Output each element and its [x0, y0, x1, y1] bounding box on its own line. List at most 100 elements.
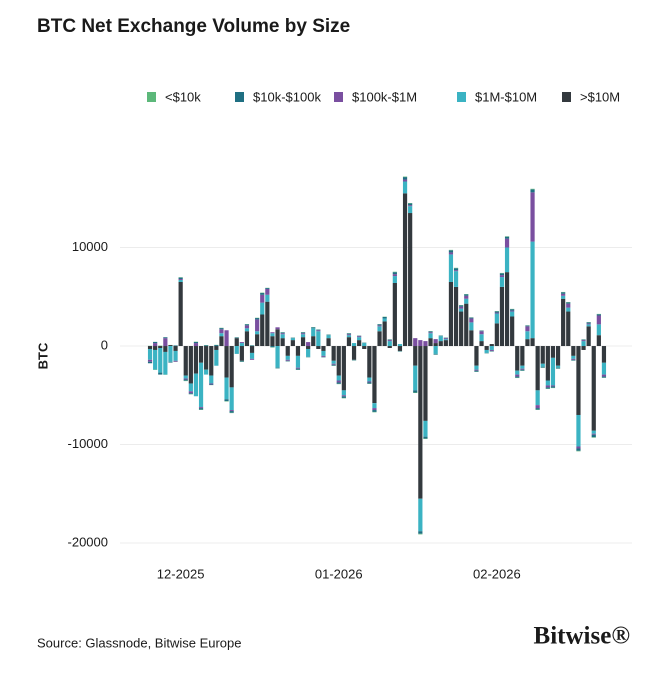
bar-segment	[464, 299, 468, 304]
bar-segment	[454, 268, 458, 270]
bar-segment	[352, 346, 356, 360]
bar-segment	[367, 346, 371, 378]
bar-segment	[153, 343, 157, 346]
bar-segment	[189, 391, 193, 393]
bar-segment	[525, 326, 529, 327]
bar-segment	[383, 321, 387, 346]
bar-segment	[449, 282, 453, 346]
bar-segment	[423, 437, 427, 439]
bar-segment	[418, 499, 422, 532]
bar-segment	[173, 351, 177, 361]
bar-segment	[449, 254, 453, 282]
bar-segment	[179, 282, 183, 346]
bar-segment	[321, 356, 325, 357]
bar-segment	[474, 366, 478, 370]
bar-segment	[556, 366, 560, 368]
legend-label: $10k-$100k	[253, 89, 321, 104]
bar-segment	[520, 370, 524, 371]
bar-segment	[173, 346, 177, 351]
bar-segment	[352, 343, 356, 346]
bar-segment	[525, 326, 529, 331]
bar-segment	[408, 213, 412, 346]
bar-segment	[209, 383, 213, 384]
bar-segment	[337, 346, 341, 376]
bar-segment	[541, 364, 545, 367]
bar-segment	[454, 287, 458, 346]
bar-segment	[587, 323, 591, 324]
bar-segment	[581, 346, 585, 350]
bar-segment	[449, 252, 453, 254]
bar-segment	[485, 350, 489, 353]
bar-segment	[439, 341, 443, 346]
bar-segment	[551, 386, 555, 387]
bar-segment	[566, 302, 570, 303]
bar-segment	[377, 324, 381, 325]
bar-segment	[418, 534, 422, 535]
bar-segment	[230, 410, 234, 411]
bar-segment	[240, 346, 244, 361]
bar-segment	[301, 334, 305, 337]
bar-segment	[347, 334, 351, 335]
bar-segment	[561, 292, 565, 294]
x-tick-label: 01-2026	[315, 566, 363, 581]
bar-segment	[219, 333, 223, 336]
bar-segment	[439, 336, 443, 337]
bar-segment	[388, 340, 392, 341]
bar-segment	[561, 296, 565, 299]
bar-segment	[342, 396, 346, 398]
bar-segment	[515, 375, 519, 377]
bar-segment	[530, 242, 534, 339]
bar-segment	[469, 318, 473, 322]
bar-segment	[275, 346, 279, 368]
bar-segment	[403, 180, 407, 182]
bar-segment	[602, 346, 606, 363]
bar-segment	[199, 407, 203, 408]
bar-segment	[474, 371, 478, 372]
bar-segment	[413, 346, 417, 366]
bar-segment	[240, 343, 244, 346]
bar-segment	[214, 350, 218, 366]
bar-segment	[383, 317, 387, 318]
bar-segment	[184, 346, 188, 376]
bar-segment	[286, 361, 290, 362]
legend-label: <$10k	[165, 89, 201, 104]
bar-segment	[434, 339, 438, 343]
bar-segment	[240, 342, 244, 343]
bar-segment	[296, 346, 300, 356]
legend-swatch	[235, 92, 244, 102]
bar-segment	[168, 346, 172, 362]
bar-segment	[602, 377, 606, 378]
bar-segment	[316, 330, 320, 331]
bar-segment	[495, 311, 499, 312]
bar-segment	[306, 346, 310, 349]
bar-segment	[408, 203, 412, 205]
bar-segment	[367, 381, 371, 382]
bar-segment	[469, 322, 473, 330]
bar-segment	[347, 333, 351, 334]
bar-segment	[265, 288, 269, 289]
bar-segment	[556, 368, 560, 369]
bar-segment	[546, 385, 550, 387]
bar-segment	[286, 346, 290, 356]
bar-segment	[245, 325, 249, 328]
bar-segment	[250, 353, 254, 359]
bar-segment	[592, 435, 596, 438]
bar-segment	[377, 325, 381, 326]
bar-segment	[469, 318, 473, 319]
bar-segment	[515, 346, 519, 371]
bar-segment	[510, 309, 514, 310]
bar-segment	[321, 346, 325, 351]
bar-segment	[551, 358, 555, 386]
bar-segment	[362, 343, 366, 346]
bar-segment	[383, 318, 387, 321]
legend-label: $1M-$10M	[475, 89, 537, 104]
bar-segment	[275, 368, 279, 369]
bar-segment	[204, 346, 208, 370]
bar-segment	[265, 289, 269, 295]
bar-segment	[464, 294, 468, 295]
bar-segment	[576, 415, 580, 447]
bar-segment	[275, 329, 279, 346]
bar-segment	[158, 373, 162, 375]
bar-segment	[342, 346, 346, 390]
bar-segment	[500, 287, 504, 346]
